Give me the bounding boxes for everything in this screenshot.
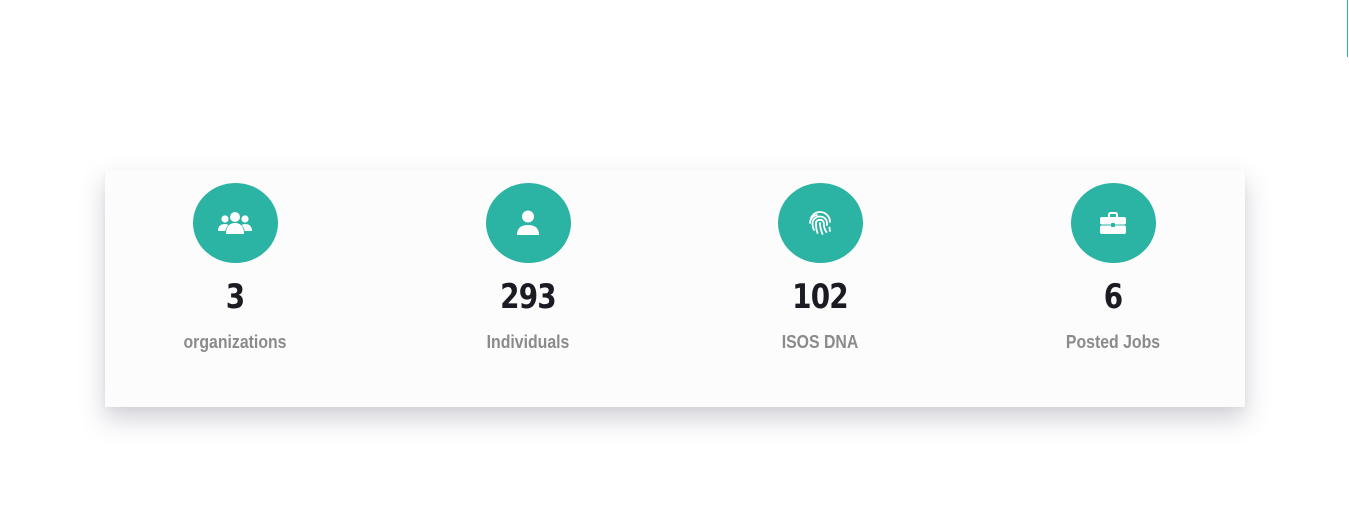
stat-label: ISOS DNA — [781, 332, 859, 352]
users-group-icon — [218, 211, 252, 235]
stat-isos-dna: 102 ISOS DNA — [700, 183, 940, 353]
stat-value: 6 — [1103, 277, 1123, 317]
stat-label: Posted Jobs — [1065, 332, 1161, 352]
stat-value: 293 — [500, 277, 557, 317]
stat-organizations: 3 organizations — [115, 183, 355, 353]
fingerprint-icon — [807, 210, 833, 236]
user-icon — [516, 210, 540, 236]
scroll-edge-indicator — [1347, 0, 1348, 57]
stat-icon-circle — [777, 183, 863, 263]
stat-icon-circle — [485, 183, 571, 263]
stats-card: 3 organizations 293 Individuals — [105, 170, 1245, 407]
stat-icon-circle — [1070, 183, 1156, 263]
stat-posted-jobs: 6 Posted Jobs — [993, 183, 1233, 353]
stat-value: 102 — [792, 277, 849, 317]
stat-value: 3 — [225, 277, 245, 317]
stat-label: Individuals — [486, 332, 570, 352]
briefcase-icon — [1100, 212, 1126, 234]
stat-label: organizations — [183, 332, 287, 352]
stat-individuals: 293 Individuals — [408, 183, 648, 353]
stat-icon-circle — [192, 183, 278, 263]
